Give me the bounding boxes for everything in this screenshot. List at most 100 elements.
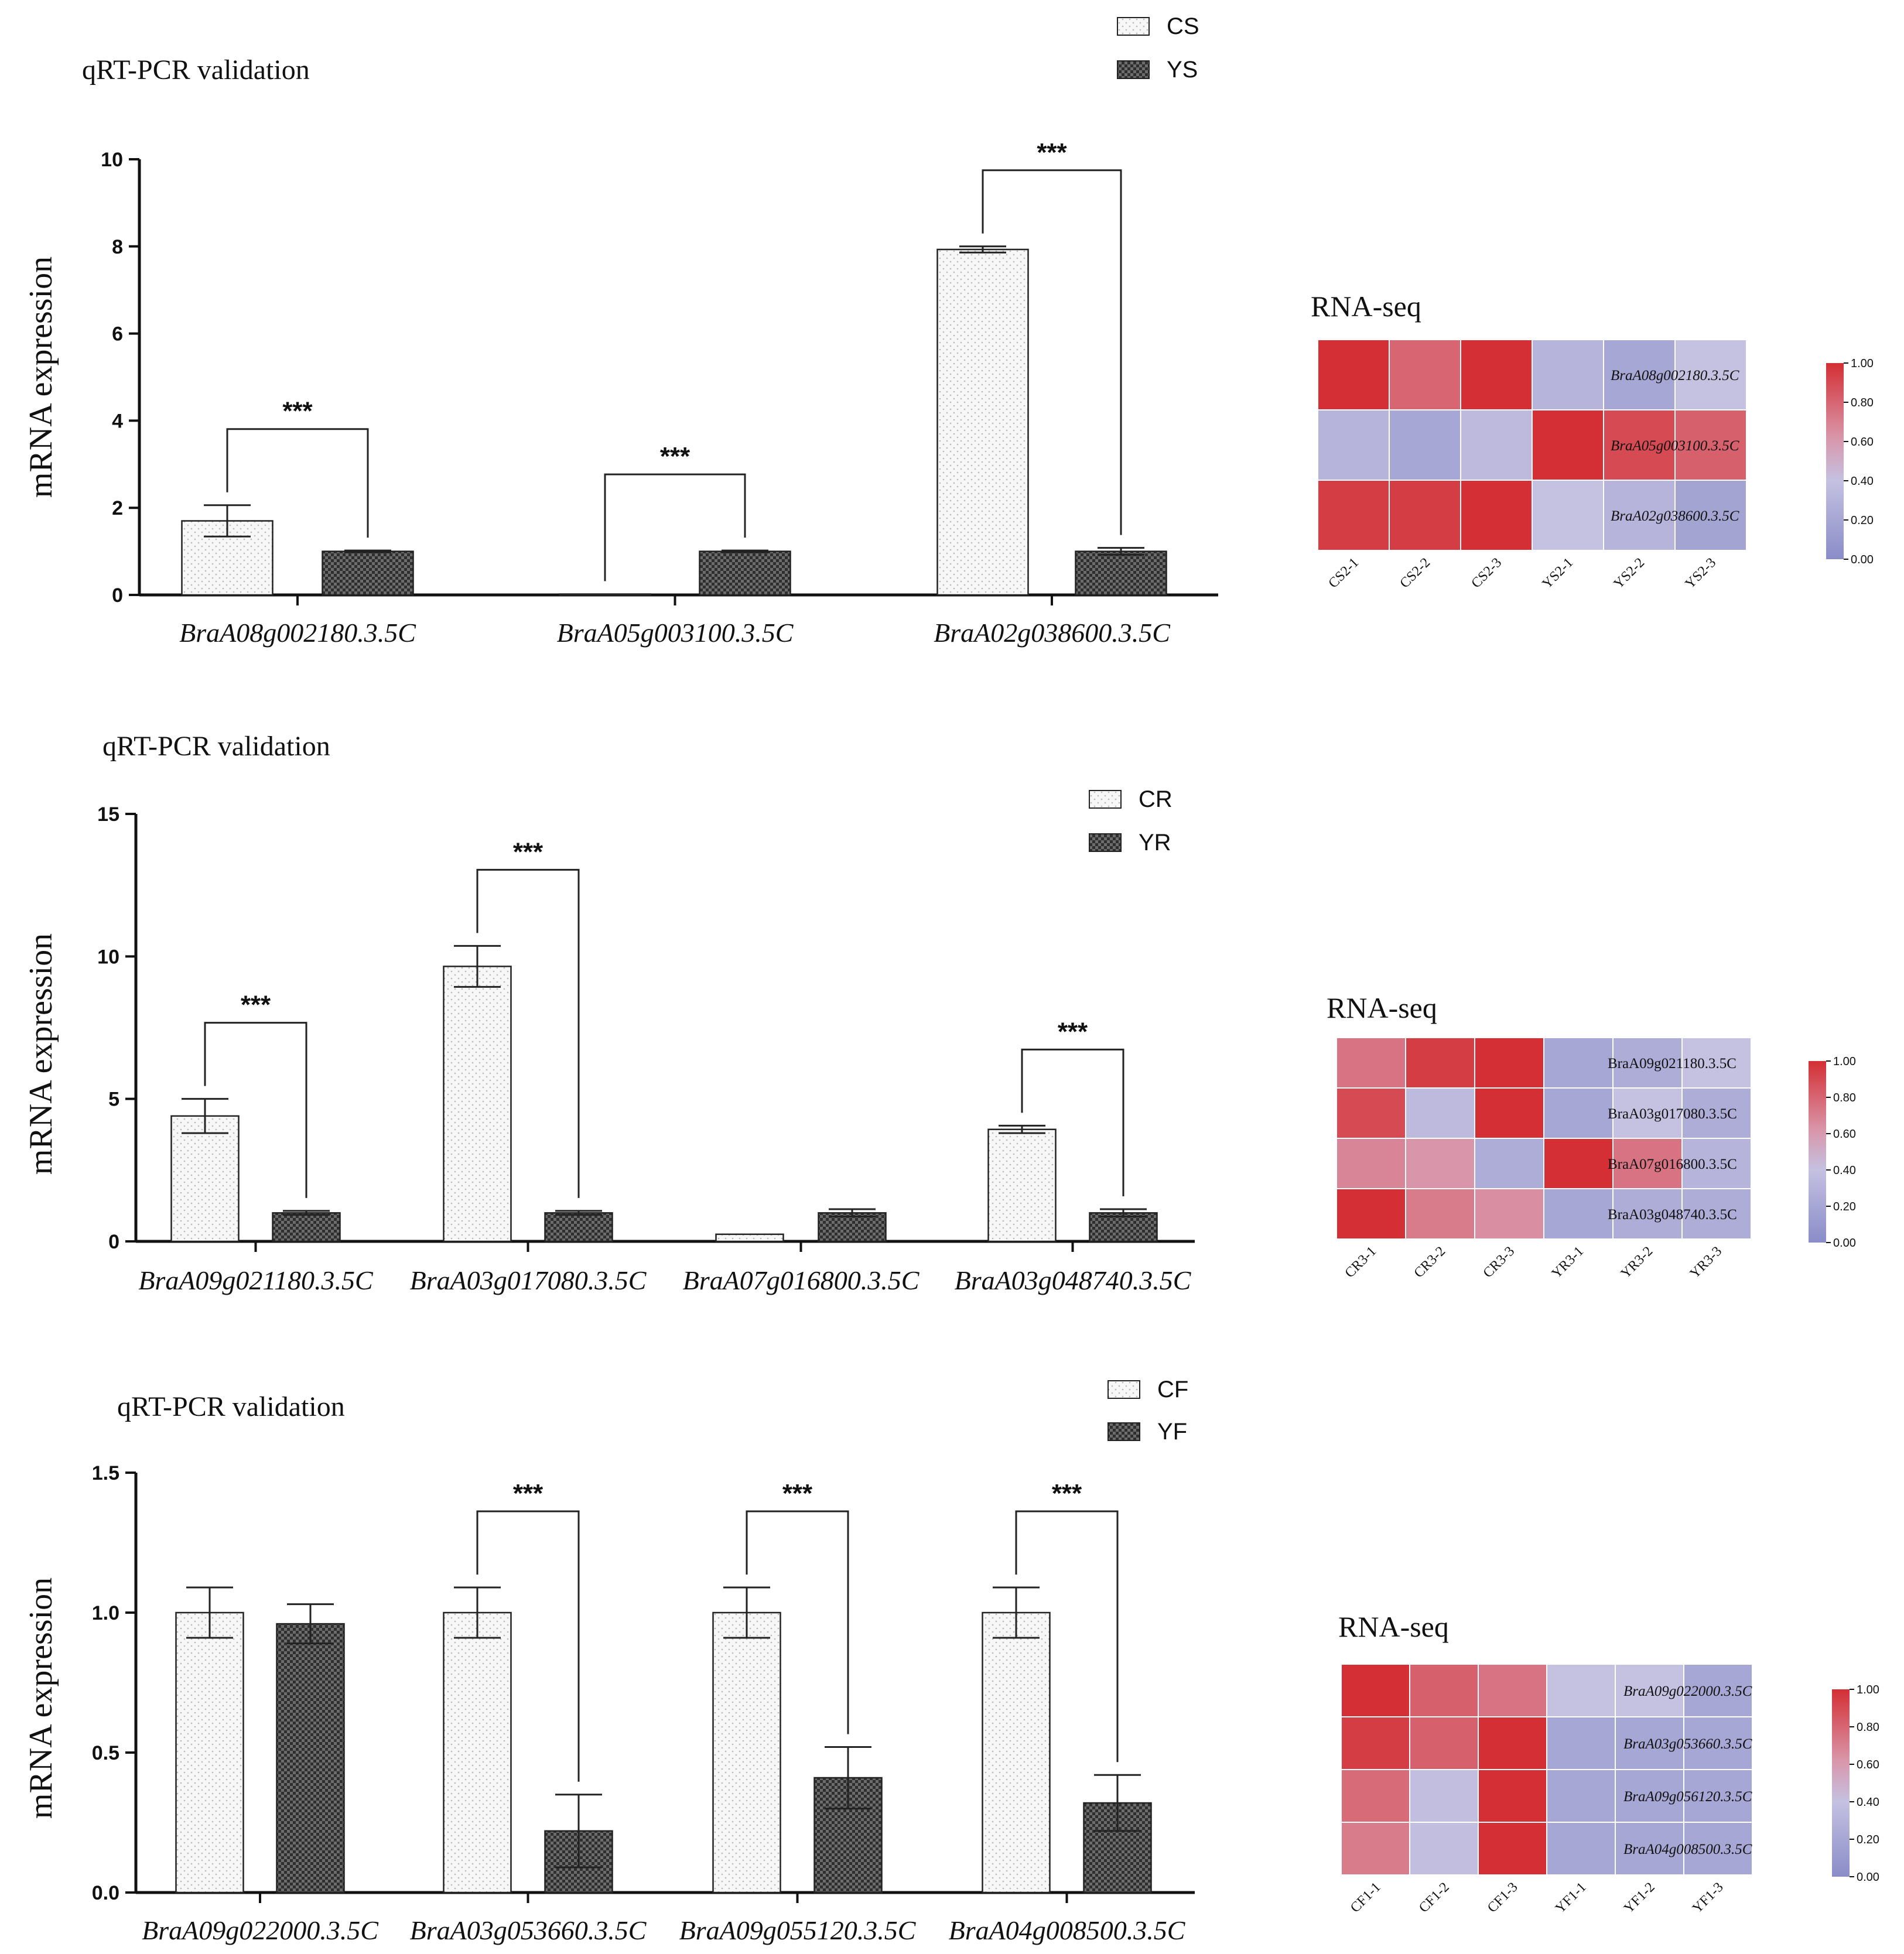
x-tick-label: BraA09g022000.3.5C — [142, 1915, 379, 1945]
heatmap-cell — [1460, 480, 1533, 551]
heatmap-cell — [1409, 1716, 1479, 1770]
colorbar-tick-label: 1.00 — [1857, 1683, 1879, 1696]
colorbar-tick-label: 0.80 — [1833, 1091, 1856, 1104]
bar-CF — [982, 1611, 1051, 1894]
legend-swatch-CR — [1089, 790, 1122, 809]
heatmap-col-label: YR3-3 — [1687, 1244, 1725, 1282]
heatmap-cell — [1681, 1037, 1752, 1089]
bar-CS — [559, 593, 651, 596]
heatmap-cell — [1341, 1716, 1410, 1770]
significance-bracket — [1015, 1510, 1119, 1763]
y-tick-label: 10 — [101, 149, 123, 171]
legend-label-CR: CR — [1139, 786, 1173, 812]
legend-label-CF: CF — [1157, 1377, 1188, 1402]
bar-CR — [170, 1115, 240, 1243]
heatmap-col-label: CF1-3 — [1485, 1880, 1521, 1916]
heatmap-col-label: YR3-2 — [1618, 1244, 1656, 1282]
rna-seq-heatmap: RNA-seq BraA08g002180.3.5C BraA05g003100.3… — [1311, 290, 1874, 592]
heatmap-cell — [1681, 1087, 1752, 1139]
x-tick-label: BraA04g008500.3.5C — [949, 1915, 1186, 1945]
significance-bracket — [604, 473, 746, 581]
x-tick-label: BraA03g048740.3.5C — [955, 1265, 1192, 1295]
heatmap-cell — [1317, 339, 1390, 410]
heatmap-cell — [1478, 1822, 1547, 1876]
x-tick-label: BraA02g038600.3.5C — [934, 618, 1171, 648]
heatmap-cell — [1612, 1188, 1683, 1240]
y-axis-label: mRNA expression — [23, 1577, 59, 1819]
heatmap-cell — [1336, 1138, 1406, 1189]
x-tick-label: BraA09g055120.3.5C — [679, 1915, 917, 1945]
heatmap-cell — [1532, 480, 1604, 551]
y-tick-label: 6 — [112, 323, 123, 345]
colorbar — [1809, 1061, 1826, 1243]
y-tick-label: 2 — [112, 497, 123, 519]
chart-title: qRT-PCR validation — [117, 1391, 345, 1422]
colorbar-tick-label: 0.60 — [1833, 1128, 1856, 1141]
heatmap-cell — [1532, 409, 1604, 481]
bar-CS — [936, 248, 1029, 596]
heatmap-cell — [1336, 1188, 1406, 1240]
legend-label-YF: YF — [1157, 1419, 1187, 1445]
heatmap-cell — [1612, 1138, 1683, 1189]
heatmap-col-label: CF1-2 — [1416, 1880, 1452, 1916]
heatmap-title: RNA-seq — [1338, 1610, 1449, 1643]
heatmap-cell — [1546, 1822, 1616, 1876]
y-tick-label: 1.0 — [92, 1602, 119, 1624]
heatmap-cell — [1674, 339, 1747, 410]
heatmap-cell — [1317, 409, 1390, 481]
colorbar-tick-label: 0.40 — [1833, 1164, 1856, 1177]
significance-bracket — [982, 169, 1122, 535]
bar-YS — [699, 550, 791, 596]
rna-seq-heatmap: RNA-seq BraA09g022000.3.5C BraA03g053660.3… — [1338, 1610, 1879, 1917]
x-tick-label: BraA03g017080.3.5C — [410, 1265, 647, 1295]
heatmap-row-label: BraA09g022000.3.5C — [1623, 1683, 1752, 1699]
y-tick-label: 5 — [108, 1089, 119, 1111]
heatmap-cell — [1405, 1138, 1475, 1189]
x-tick-label: BraA03g053660.3.5C — [410, 1915, 647, 1945]
significance-label: *** — [660, 442, 691, 471]
bar-CF — [712, 1611, 781, 1894]
x-tick-label: BraA08g002180.3.5C — [179, 618, 416, 648]
heatmap-row-label: BraA07g016800.3.5C — [1608, 1156, 1737, 1172]
heatmap-cell — [1683, 1664, 1753, 1717]
heatmap-cell — [1474, 1087, 1544, 1139]
heatmap-row-label: BraA03g017080.3.5C — [1608, 1106, 1737, 1122]
significance-label: *** — [241, 991, 271, 1019]
heatmap-cell — [1478, 1769, 1547, 1823]
heatmap-cell — [1615, 1664, 1684, 1717]
heatmap-row-label: BraA09g056120.3.5C — [1623, 1789, 1752, 1805]
legend-swatch-YS — [1117, 60, 1150, 79]
heatmap-cell — [1474, 1138, 1544, 1189]
x-tick-label: BraA09g021180.3.5C — [138, 1265, 374, 1295]
colorbar-tick-label: 0.20 — [1851, 514, 1874, 527]
colorbar — [1832, 1689, 1850, 1877]
colorbar-tick-label: 0.00 — [1833, 1237, 1856, 1250]
colorbar-tick-label: 0.60 — [1857, 1758, 1879, 1771]
heatmap-cell — [1405, 1188, 1475, 1240]
panel-2: qRT-PCR validation mRNA expression 0 5 10 15 B… — [23, 731, 1856, 1295]
legend-swatch-CS — [1117, 17, 1150, 36]
y-tick-label: 0 — [112, 584, 123, 607]
bar-YR — [1089, 1212, 1158, 1243]
colorbar-tick-label: 0.20 — [1857, 1833, 1879, 1846]
heatmap-cell — [1546, 1769, 1616, 1823]
heatmap-cell — [1409, 1769, 1479, 1823]
heatmap-cell — [1543, 1037, 1614, 1089]
heatmap-col-label: YS2-3 — [1683, 555, 1720, 592]
significance-bracket — [226, 428, 369, 538]
significance-label: *** — [1037, 138, 1067, 167]
heatmap-cell — [1317, 480, 1390, 551]
y-tick-label: 4 — [112, 410, 123, 432]
heatmap-cell — [1409, 1664, 1479, 1717]
colorbar — [1826, 363, 1844, 559]
legend-label-CS: CS — [1167, 13, 1199, 39]
significance-label: *** — [513, 837, 543, 866]
heatmap-row-label: BraA09g021180.3.5C — [1608, 1056, 1736, 1072]
heatmap-cell — [1341, 1664, 1410, 1717]
colorbar-tick-label: 0.80 — [1851, 396, 1874, 409]
heatmap-row-label: BraA03g053660.3.5C — [1623, 1736, 1752, 1752]
heatmap-cell — [1474, 1188, 1544, 1240]
heatmap-col-label: CS2-2 — [1397, 555, 1433, 591]
significance-bracket — [1021, 1048, 1124, 1197]
